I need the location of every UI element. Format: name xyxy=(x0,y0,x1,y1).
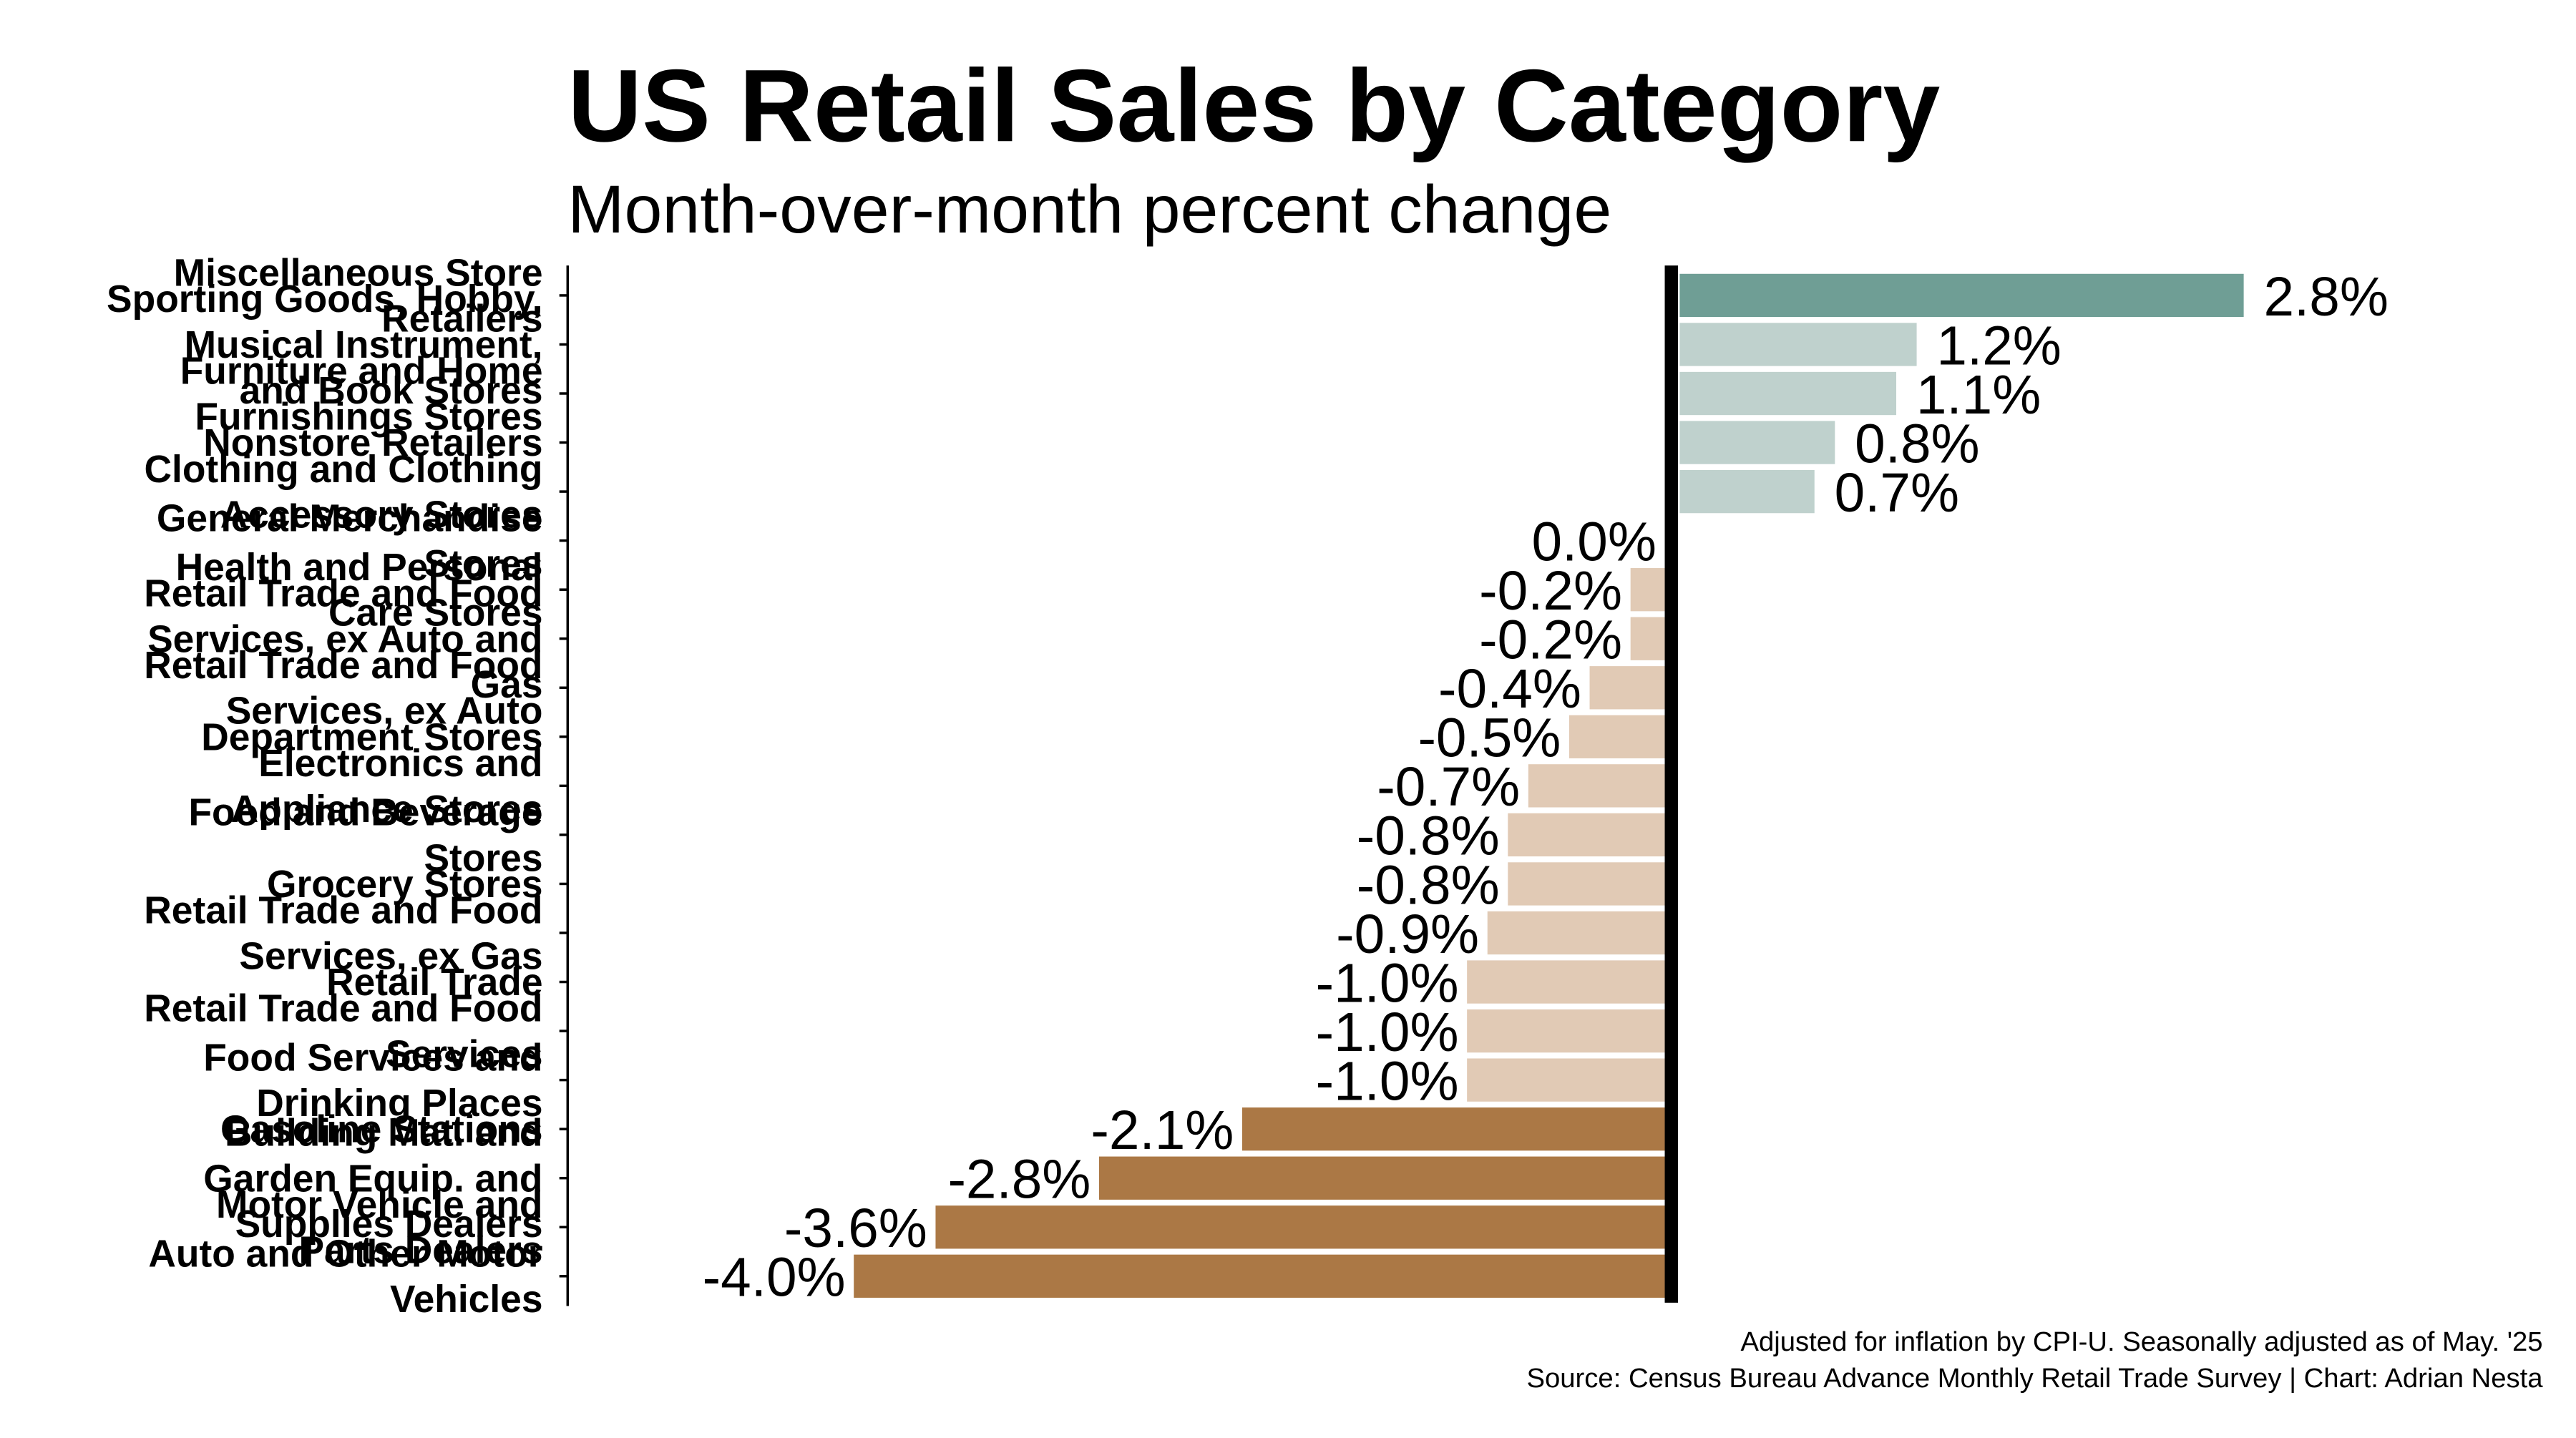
bar xyxy=(1467,1058,1665,1102)
footnote: Source: Census Bureau Advance Monthly Re… xyxy=(1526,1363,2543,1394)
bar xyxy=(1508,813,1665,857)
y-tick-label: Building Mat. and Garden Equip. and Suppli… xyxy=(203,1112,542,1246)
value-label: -0.5% xyxy=(1418,708,1561,769)
value-label: -0.7% xyxy=(1377,757,1520,818)
value-label: 1.1% xyxy=(1916,365,2041,426)
value-label: 0.8% xyxy=(1855,414,1979,474)
value-label: -0.4% xyxy=(1438,659,1581,720)
bar xyxy=(1679,421,1835,464)
bar xyxy=(1241,1107,1665,1151)
bar xyxy=(1679,273,2244,318)
value-label: -1.0% xyxy=(1316,1002,1459,1063)
bar xyxy=(1630,617,1665,660)
value-label: -3.6% xyxy=(784,1198,927,1259)
y-tick-label: Nonstore Retailers xyxy=(203,422,542,464)
value-label: 0.7% xyxy=(1835,463,1959,524)
value-label: -2.8% xyxy=(947,1150,1091,1210)
value-label: 2.8% xyxy=(2263,267,2388,328)
value-label: -0.2% xyxy=(1479,610,1622,671)
bar xyxy=(854,1254,1665,1298)
y-tick-label: Miscellaneous Store Retailers xyxy=(174,253,543,341)
bar xyxy=(1589,666,1665,710)
y-tick-label: Retail Trade xyxy=(326,962,542,1004)
y-tick-label: Retail Trade and Food Services xyxy=(144,988,542,1076)
y-tick-label: Retail Trade and Food Services, ex Gas xyxy=(144,890,542,978)
value-label: 1.2% xyxy=(1936,316,2061,376)
y-tick-label: Grocery Stores xyxy=(267,864,542,906)
bar xyxy=(1098,1156,1665,1200)
y-tick-label: Retail Trade and Food Services, ex Auto a… xyxy=(144,573,542,707)
y-tick-label: Sporting Goods, Hobby, Musical Instrument… xyxy=(107,278,542,412)
bar xyxy=(935,1205,1665,1249)
y-tick-label: Health and Personal Care Stores xyxy=(176,547,543,635)
bar xyxy=(1528,764,1665,808)
bar xyxy=(1679,371,1897,416)
value-label: -0.2% xyxy=(1479,561,1622,622)
value-label: -1.0% xyxy=(1316,1051,1459,1112)
bar xyxy=(1630,568,1665,612)
value-label: -4.0% xyxy=(703,1248,846,1309)
bar xyxy=(1487,911,1665,955)
y-tick-label: General Merchandise Stores xyxy=(157,497,543,585)
bar xyxy=(1568,715,1665,758)
footnote: Adjusted for inflation by CPI-U. Seasona… xyxy=(1740,1326,2542,1357)
value-label: -2.1% xyxy=(1091,1100,1234,1161)
chart-subtitle: Month-over-month percent change xyxy=(567,172,1611,248)
bar xyxy=(1467,960,1665,1004)
y-tick-label: Motor Vehicle and Parts Dealers xyxy=(216,1184,542,1272)
value-label: -1.0% xyxy=(1316,953,1459,1014)
value-label: -0.9% xyxy=(1336,904,1479,965)
y-tick-label: Furniture and Home Furnishings Stores xyxy=(180,351,543,439)
value-label: 0.0% xyxy=(1531,512,1656,572)
bar xyxy=(1679,469,1815,514)
y-tick-label: Retail Trade and Food Services, ex Auto xyxy=(144,645,542,733)
value-label: -0.8% xyxy=(1357,855,1500,916)
bar xyxy=(1467,1009,1665,1053)
y-tick-label: Electronics and Appliance Stores xyxy=(231,743,543,831)
y-tick-label: Food and Beverage Stores xyxy=(188,792,542,880)
chart-title: US Retail Sales by Category xyxy=(567,49,1940,163)
bar xyxy=(1508,862,1665,906)
y-tick-label: Auto and Other Motor Vehicles xyxy=(148,1233,542,1321)
y-tick-label: Clothing and Clothing Accessory Stores xyxy=(144,449,542,537)
y-tick-label: Food Services and Drinking Places xyxy=(203,1037,542,1125)
value-label: -0.8% xyxy=(1357,806,1500,867)
y-tick-label: Department Stores xyxy=(201,716,542,758)
bar xyxy=(1679,323,1917,366)
y-tick-label: Gasoline Stations xyxy=(220,1109,543,1151)
